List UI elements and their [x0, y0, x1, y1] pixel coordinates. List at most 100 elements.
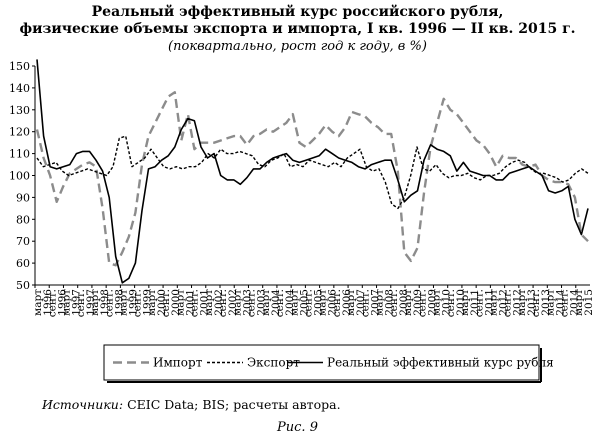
x-tick-month: март	[203, 289, 215, 316]
x-tick-year: 2005	[298, 289, 310, 316]
x-tick-year: 1997	[85, 289, 97, 316]
x-tick-year: 2001	[184, 289, 196, 316]
x-tick-month: сент.	[473, 289, 485, 317]
x-tick-month: сент.	[445, 289, 457, 317]
x-tick-label: сент.1998	[103, 289, 125, 317]
x-tick-year: 1998	[113, 289, 125, 316]
x-tick-label: сент.2003	[246, 289, 268, 317]
x-tick-year: 2007	[355, 289, 367, 316]
series-line-2	[36, 59, 589, 284]
x-tick-month: сент.	[502, 289, 514, 317]
x-tick-label: сент.2010	[445, 289, 467, 317]
x-tick-year: 2004	[270, 289, 282, 316]
x-tick-month: март	[61, 289, 73, 316]
x-tick-year: 2003	[256, 289, 268, 316]
series-line-1	[36, 135, 589, 210]
x-tick-label: сент.2002	[217, 289, 239, 317]
legend-label-2: Реальный эффективный курс рубля	[327, 356, 554, 370]
x-tick-month: март	[544, 289, 556, 316]
y-tick-label: 140	[9, 82, 30, 95]
x-tick-year: 2013	[526, 289, 538, 316]
x-tick-month: март	[431, 289, 443, 316]
x-tick-month: март	[573, 289, 585, 316]
x-tick-label: сент.2014	[559, 289, 581, 318]
x-tick-month: март	[402, 289, 414, 316]
x-tick-month: март	[260, 289, 272, 316]
x-tick-year: 2014	[554, 289, 566, 316]
x-tick-month: март	[89, 289, 101, 316]
x-tick-month: сент.	[189, 289, 201, 317]
x-tick-year: 2006	[341, 289, 353, 316]
x-tick-month: март	[516, 289, 528, 316]
x-tick-year: 2000	[156, 289, 168, 316]
x-tick-month: март	[488, 289, 500, 316]
y-tick-label: 50	[16, 279, 30, 292]
x-tick-label: сент.1999	[132, 289, 154, 317]
x-tick-label: сент.2008	[388, 289, 410, 317]
x-tick-label: сент.2001	[189, 289, 211, 317]
x-tick-month: сент.	[274, 289, 286, 317]
x-tick-month: март	[146, 289, 158, 316]
x-tick-month: сент.	[416, 289, 428, 317]
x-tick-year: 1997	[71, 289, 83, 316]
source-label: Источники:	[42, 397, 124, 412]
x-tick-label: сент.2005	[303, 289, 325, 317]
x-tick-month: сент.	[217, 289, 229, 317]
x-tick-year: 2002	[213, 289, 225, 316]
series-layer	[35, 59, 589, 284]
x-tick-year: 1996	[42, 289, 54, 316]
x-tick-year: 2002	[227, 289, 239, 316]
x-tick-month: сент.	[46, 289, 58, 317]
y-tick-label: 80	[16, 213, 30, 226]
y-tick-label: 100	[9, 170, 30, 183]
y-tick-label: 130	[9, 104, 30, 117]
chart-title-line1: Реальный эффективный курс российского ру…	[91, 4, 504, 20]
x-tick-label: сент.1997	[75, 289, 97, 317]
x-tick-month: март	[231, 289, 243, 316]
x-tick-month: март	[32, 289, 44, 316]
x-tick-month: сент.	[132, 289, 144, 317]
x-tick-label: сент.2013	[530, 289, 552, 317]
x-tick-year: 2014	[569, 289, 581, 316]
x-tick-year: 1996	[56, 289, 68, 316]
x-tick-year: 2009	[412, 289, 424, 316]
x-tick-month: сент.	[530, 289, 542, 317]
x-tick-month: сент.	[303, 289, 315, 317]
chart-title-block: Реальный эффективный курс российского ру…	[0, 4, 595, 55]
x-tick-year: 2004	[284, 289, 296, 316]
x-tick-month: март	[288, 289, 300, 316]
x-tick-label: сент.2004	[274, 289, 296, 318]
x-tick-year: 2000	[170, 289, 182, 316]
y-tick-label: 110	[9, 148, 30, 161]
y-tick-label: 150	[9, 60, 30, 73]
x-tick-month: сент.	[75, 289, 87, 317]
y-tick-label: 120	[9, 126, 30, 139]
x-tick-month: март	[317, 289, 329, 316]
x-tick-month: март	[374, 289, 386, 316]
x-tick-label: сент.2012	[502, 289, 524, 317]
x-tick-label: сент.2007	[359, 289, 381, 317]
x-tick-label: сент.2009	[416, 289, 438, 317]
x-tick-year: 2008	[384, 289, 396, 316]
x-axis: март1996сент.1996март1997сент.1997март19…	[32, 284, 595, 318]
x-tick-month: март	[174, 289, 186, 316]
x-tick-label: сент.2011	[473, 289, 495, 317]
x-tick-month: сент.	[559, 289, 571, 317]
x-tick-year: 2010	[441, 289, 453, 316]
legend-label-0: Импорт	[153, 356, 203, 370]
y-tick-label: 70	[16, 235, 30, 248]
